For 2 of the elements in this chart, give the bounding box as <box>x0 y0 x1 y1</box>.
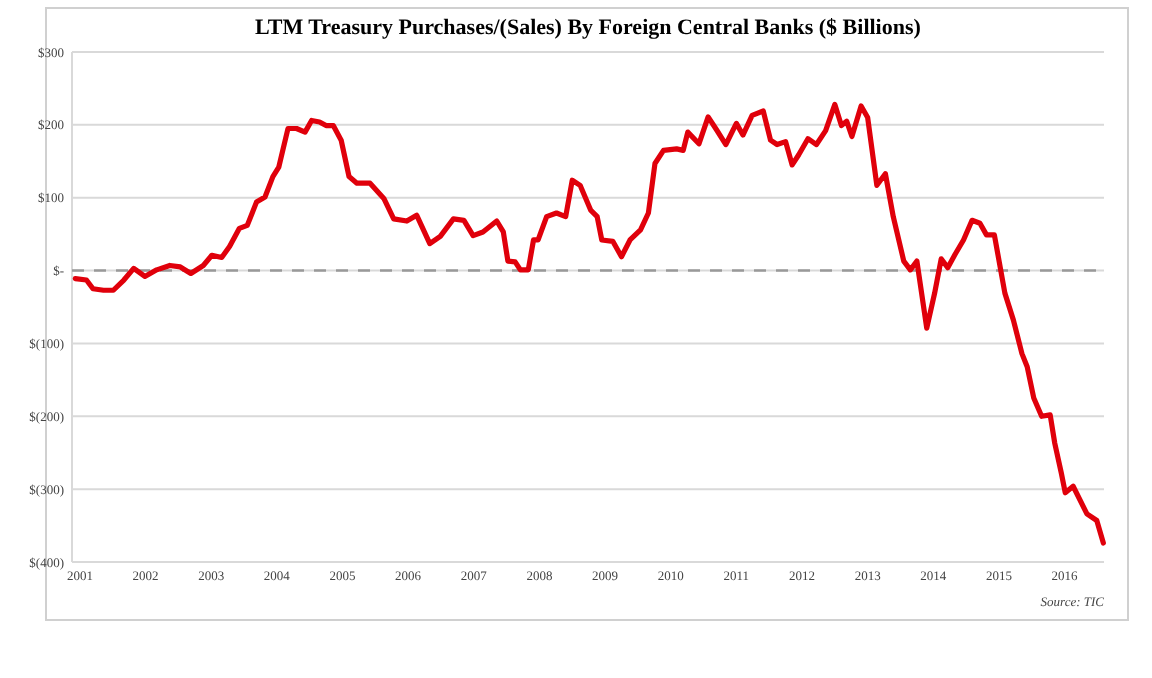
chart-title: LTM Treasury Purchases/(Sales) By Foreign Central Banks ($ Billions) <box>255 16 922 40</box>
line-series <box>72 101 1106 546</box>
